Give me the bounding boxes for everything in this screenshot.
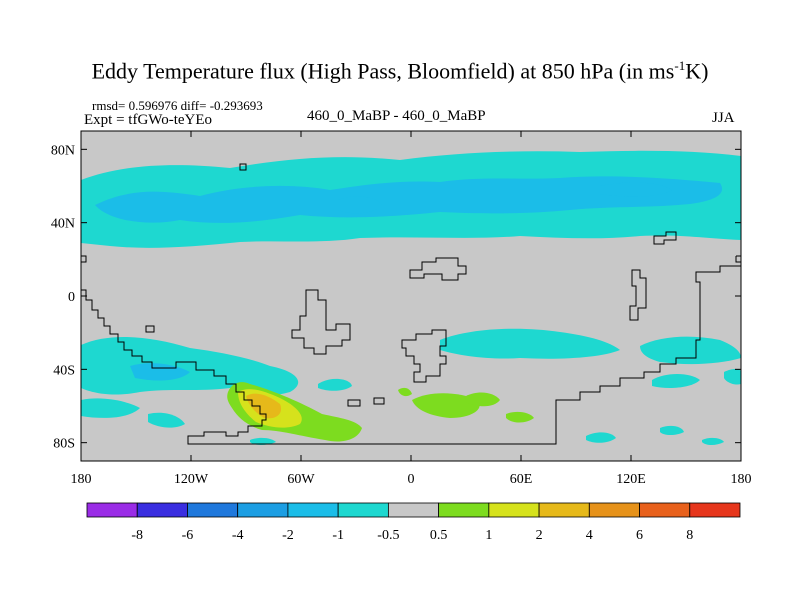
sh-patch-3 [81, 398, 140, 418]
atl-positive-3 [466, 392, 500, 407]
coastlines [81, 163, 741, 445]
colorbar-swatch [337, 502, 389, 518]
colorbar-swatch [187, 502, 239, 518]
contour-fill-layer [81, 150, 741, 445]
x-tick-label: 0 [408, 472, 415, 487]
sh-patch-6 [440, 328, 620, 359]
case-label: 460_0_MaBP - 460_0_MaBP [307, 108, 486, 124]
colorbar-swatch [86, 502, 138, 518]
coastline-africa-2 [401, 329, 447, 383]
x-tick-label: 120E [616, 472, 646, 487]
colorbar-level-label: -6 [182, 528, 194, 543]
atl-positive-1 [398, 387, 412, 397]
sh-patch-2 [130, 363, 190, 381]
coastline-east-asia [629, 269, 647, 321]
sh-patch-1 [81, 336, 299, 396]
colorbar-level-label: 8 [686, 528, 693, 543]
colorbar-swatch [639, 502, 691, 518]
sh-patch-11 [660, 425, 684, 435]
rmsd-diff-stats: rmsd= 0.596976 diff= -0.293693 [92, 98, 263, 113]
colorbar-level-label: -2 [282, 528, 294, 543]
chart-title: Eddy Temperature flux (High Pass, Bloomf… [91, 58, 709, 84]
sh-patch-4 [148, 412, 185, 428]
x-tick-label: 180 [731, 472, 752, 487]
axes: 180 120W 60W 0 60E 120E 180 80N 40N 0 40S 80S [51, 131, 752, 487]
colorbar-level-label: -1 [332, 528, 344, 543]
colorbar-level-label: -4 [232, 528, 244, 543]
experiment-label: Expt = tfGWo-teYEo [84, 112, 213, 128]
colorbar-level-label: 2 [536, 528, 543, 543]
colorbar-swatch [237, 502, 289, 518]
colorbar-level-label: -8 [131, 528, 143, 543]
x-tick-label: 60E [510, 472, 533, 487]
sh-patch-12 [702, 437, 724, 445]
y-tick-label: 80S [53, 437, 75, 452]
coastline-antarctic-gap [347, 397, 385, 407]
y-tick-label: 0 [68, 290, 75, 305]
x-tick-label: 120W [174, 472, 209, 487]
coastline-nh-islands [653, 231, 677, 245]
colorbar-swatch [689, 502, 741, 518]
colorbar-swatch [538, 502, 590, 518]
nh-core-blob-pacific [600, 182, 672, 197]
sa-positive-core [246, 393, 282, 419]
colorbar-swatch [136, 502, 188, 518]
sh-patch-7 [640, 336, 741, 365]
colorbar-swatch [488, 502, 540, 518]
coastline-east-edge [735, 255, 741, 263]
y-tick-label: 40N [51, 217, 75, 232]
atl-positive-2 [412, 393, 480, 418]
season-label: JJA [712, 110, 735, 126]
sh-patch-9 [724, 369, 741, 385]
coastline-small-island-1 [145, 325, 155, 333]
colorbar-swatch [387, 502, 440, 518]
nh-core-blob-atlantic [338, 196, 382, 214]
sh-patch-5 [318, 378, 352, 391]
colorbar-level-label: 1 [485, 528, 492, 543]
coastline-west-edge [81, 255, 87, 263]
colorbar-level-label: 6 [636, 528, 643, 543]
coastline-south-america [81, 265, 741, 445]
colorbar-level-label: -0.5 [377, 528, 399, 543]
sh-patch-10 [586, 432, 616, 443]
x-tick-label: 180 [71, 472, 92, 487]
colorbar-swatch [588, 502, 640, 518]
colorbar-swatch [438, 502, 490, 518]
y-tick-label: 40S [53, 363, 75, 378]
coastline-eurasia-island [409, 257, 467, 281]
coastline-africa-1 [291, 289, 351, 355]
colorbar-level-label: 4 [586, 528, 593, 543]
coastline-small-island-2 [239, 163, 247, 171]
y-tick-label: 80N [51, 143, 75, 158]
nh-band-core [95, 176, 723, 223]
x-tick-label: 60W [287, 472, 315, 487]
colorbar-level-label: 0.5 [430, 528, 448, 543]
atl-positive-4 [506, 411, 534, 423]
colorbar-swatch [287, 502, 339, 518]
colorbar: -8 -6 -4 -2 -1 -0.5 0.5 1 2 4 6 8 [86, 502, 741, 543]
sh-patch-8 [652, 374, 700, 388]
sh-patch-13 [250, 437, 276, 445]
